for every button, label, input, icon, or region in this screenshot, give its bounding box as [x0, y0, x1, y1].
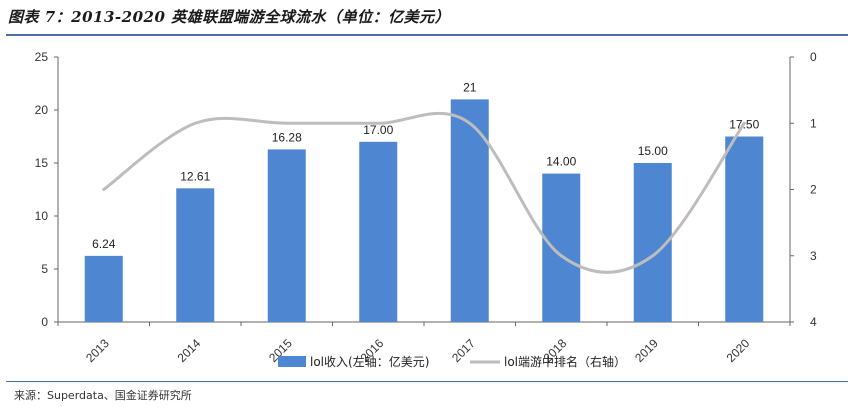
bar-data-label: 12.61 — [180, 169, 210, 183]
line-series — [102, 111, 746, 274]
x-tick-label: 2013 — [83, 336, 112, 365]
bar-data-label: 16.28 — [272, 130, 302, 144]
y-right-tick-label: 2 — [810, 183, 817, 197]
bar — [450, 99, 489, 323]
data-labels: 6.24 12.61 16.28 17.00 21 14.00 15.00 17.50 — [92, 80, 760, 250]
bar-data-label: 21 — [463, 80, 477, 94]
y-left-tick-label: 25 — [35, 50, 49, 64]
rank-line — [102, 111, 746, 274]
legend-label-bar: lol收入(左轴：亿美元) — [310, 354, 429, 369]
y-left-tick-label: 15 — [35, 156, 49, 170]
title-rule — [6, 34, 848, 36]
bar — [267, 149, 306, 322]
source-rule — [6, 381, 848, 382]
bar-series — [84, 99, 764, 323]
x-tick-label: 2019 — [632, 336, 661, 365]
x-tick-label: 2014 — [175, 336, 204, 365]
x-tick-label: 2020 — [724, 336, 753, 365]
bar-data-label: 15.00 — [638, 144, 668, 158]
bar — [542, 173, 581, 322]
y-left-tick-label: 0 — [41, 315, 48, 329]
y-left-tick-label: 10 — [35, 209, 49, 223]
bar — [359, 141, 398, 322]
chart-legend: lol收入(左轴：亿美元) lol端游中排名（右轴） — [278, 354, 626, 369]
figure-title: 图表 7：2013-2020 英雄联盟端游全球流水（单位：亿美元） — [8, 8, 451, 26]
y-left-tick-label: 20 — [35, 103, 49, 117]
bar — [725, 136, 764, 322]
bar-data-label: 14.00 — [546, 155, 576, 169]
bar-data-label: 17.00 — [363, 123, 393, 137]
bar-data-label: 6.24 — [92, 237, 116, 251]
y-right-tick-label: 1 — [810, 116, 817, 130]
bar — [176, 188, 215, 322]
source-note: 来源：Superdata、国金证券研究所 — [14, 389, 192, 402]
y-right-tick-label: 0 — [810, 50, 817, 64]
y-right-tick-label: 4 — [810, 315, 817, 329]
bar-data-label: 17.50 — [729, 118, 759, 132]
y-right-tick-label: 3 — [810, 249, 817, 263]
legend-label-line: lol端游中排名（右轴） — [504, 354, 626, 369]
legend-swatch-bar — [278, 356, 306, 367]
bar — [84, 255, 123, 322]
y-left-tick-label: 5 — [41, 262, 48, 276]
